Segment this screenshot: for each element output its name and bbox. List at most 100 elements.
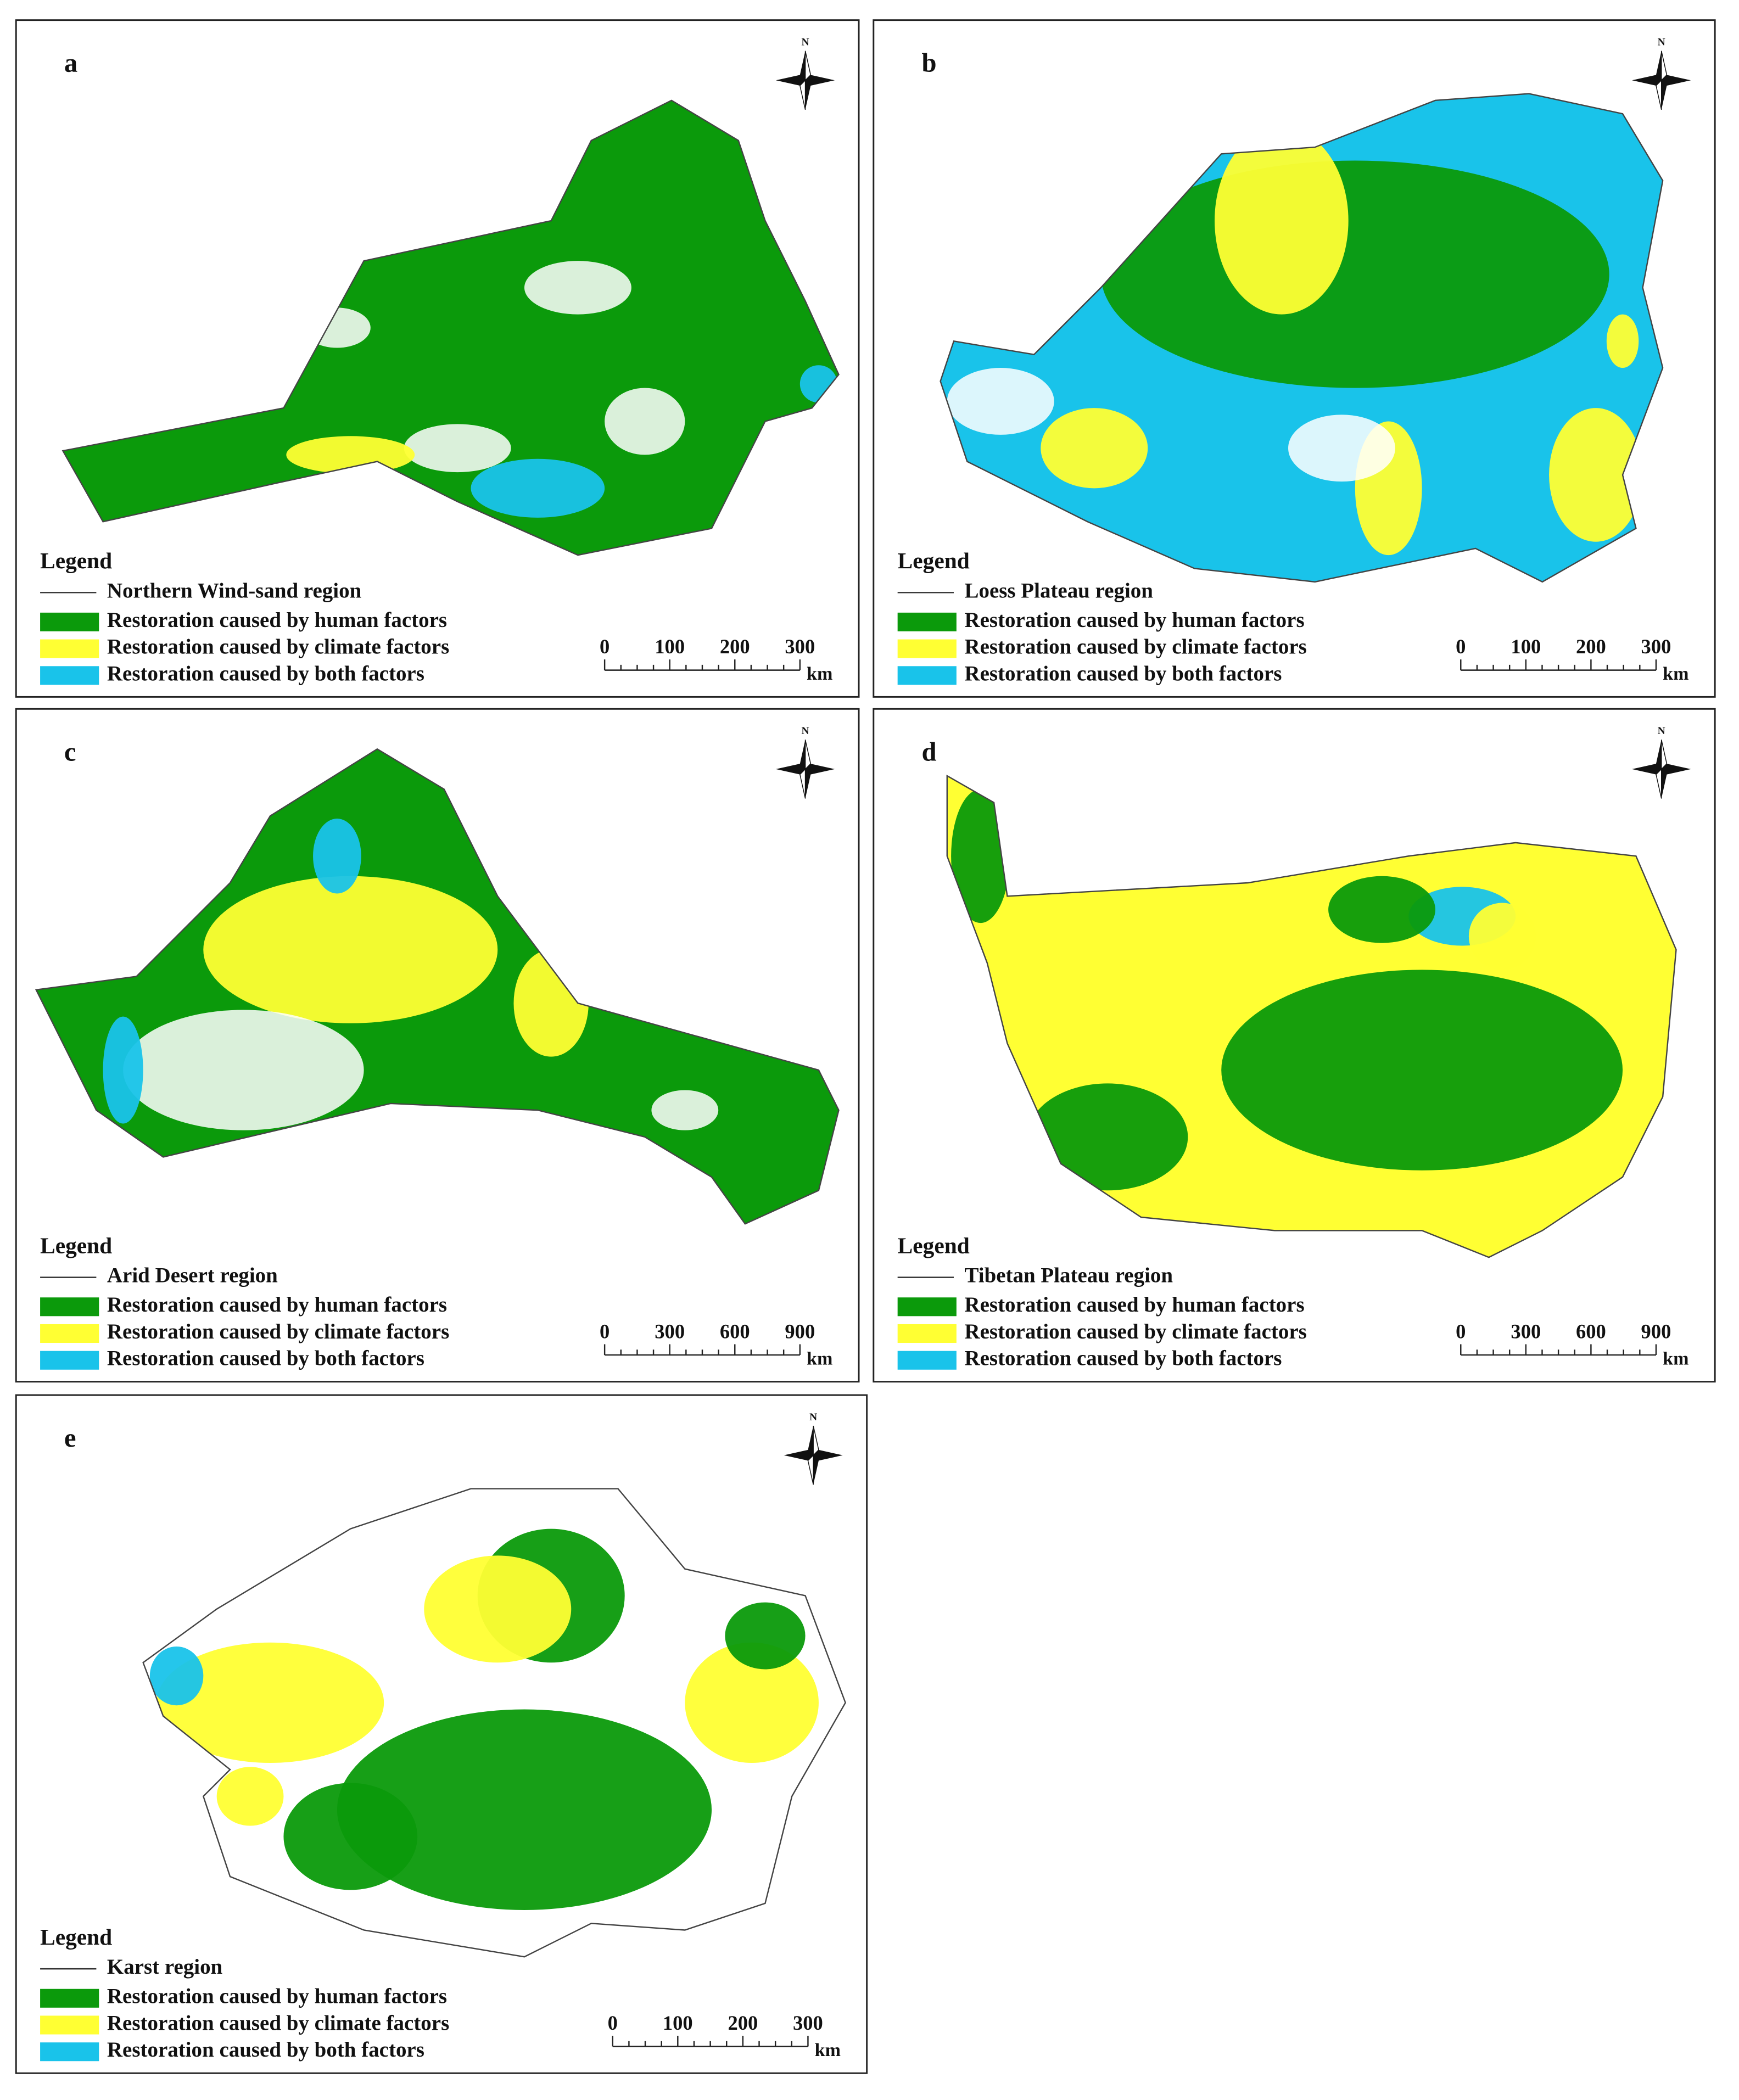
panel-label: b <box>922 48 937 78</box>
legend-swatch <box>40 1351 99 1370</box>
region-patch <box>471 458 605 518</box>
legend-region: Northern Wind-sand region <box>107 579 362 602</box>
legend-swatch <box>40 2042 99 2062</box>
compass-star-light <box>807 1425 819 1485</box>
region-patch <box>1606 314 1639 368</box>
panel-label: c <box>64 737 76 766</box>
legend-title: Legend <box>898 548 970 573</box>
scale-unit: km <box>807 664 832 684</box>
scale-unit: km <box>815 2040 841 2060</box>
map-panel: e N Legend Karst region Restoration caused b… <box>15 1394 868 2074</box>
compass-star-light <box>799 740 812 799</box>
scale-label: 0 <box>1456 635 1466 658</box>
region-patch <box>1468 903 1536 970</box>
legend-item: Restoration caused by human factors <box>107 608 447 632</box>
scale-label: 900 <box>785 1320 815 1342</box>
panel-label: d <box>922 737 937 766</box>
scale-label: 300 <box>655 1320 685 1342</box>
legend-swatch <box>40 666 99 685</box>
region-patch <box>685 1642 819 1763</box>
legend-swatch <box>897 1297 957 1317</box>
legend-item: Restoration caused by climate factors <box>107 635 449 659</box>
region-patch <box>1041 408 1148 489</box>
legend-region: Karst region <box>107 1955 223 1979</box>
compass-star-light <box>1656 51 1668 110</box>
region-patch <box>283 1783 418 1890</box>
legend-swatch <box>897 639 957 658</box>
region-map <box>940 93 1663 582</box>
legend-item: Restoration caused by both factors <box>964 1347 1282 1370</box>
legend-swatch <box>40 1297 99 1317</box>
region-patch <box>951 789 1010 923</box>
region-outline <box>142 1488 846 1958</box>
region-patch <box>524 261 631 315</box>
scale-label: 600 <box>1576 1320 1606 1342</box>
legend-item: Restoration caused by human factors <box>964 1293 1304 1317</box>
legend-item: Restoration caused by both factors <box>964 662 1282 685</box>
scale-label: 200 <box>728 2012 758 2034</box>
map-panel: a N Legend Northern Wind-sand region Restora… <box>15 19 860 698</box>
legend-item: Restoration caused by climate factors <box>964 635 1306 659</box>
scale-label: 200 <box>1576 635 1606 658</box>
north-label: N <box>1658 37 1665 48</box>
legend-region: Arid Desert region <box>107 1264 278 1287</box>
legend-title: Legend <box>40 1924 112 1950</box>
region-patch <box>216 1767 284 1826</box>
north-label: N <box>802 37 809 48</box>
region-patch <box>337 1709 712 1910</box>
region-patch <box>1215 127 1349 315</box>
region-map <box>36 749 839 1224</box>
legend-region: Loess Plateau region <box>964 579 1153 602</box>
region-patch <box>1221 970 1623 1171</box>
legend-item: Restoration caused by climate factors <box>964 1320 1306 1343</box>
region-outline <box>61 99 840 556</box>
region-patch <box>725 1602 806 1670</box>
region-patch <box>1027 1083 1188 1191</box>
legend-item: Restoration caused by human factors <box>107 1985 447 2008</box>
region-outline <box>940 93 1664 583</box>
legend-item: Restoration caused by both factors <box>107 2038 424 2062</box>
legend-item: Restoration caused by human factors <box>107 1293 447 1317</box>
scale-label: 300 <box>1641 635 1671 658</box>
region-map <box>63 100 839 556</box>
legend-item: Restoration caused by human factors <box>964 608 1304 632</box>
map-panel: b N Legend Loess Plateau region Restoration … <box>873 19 1716 698</box>
scale-unit: km <box>1663 1349 1688 1369</box>
scale-label: 300 <box>793 2012 823 2034</box>
region-patch <box>651 1090 719 1130</box>
scale-label: 300 <box>785 635 815 658</box>
region-patch <box>1549 408 1643 542</box>
scale-label: 0 <box>608 2012 618 2034</box>
region-outline <box>946 774 1677 1258</box>
region-patch <box>404 424 511 473</box>
scale-label: 100 <box>663 2012 693 2034</box>
compass-star-light <box>1656 740 1668 799</box>
region-patch <box>1288 415 1395 482</box>
north-label: N <box>809 1412 817 1423</box>
panel-label: e <box>64 1423 76 1453</box>
scale-unit: km <box>807 1349 832 1369</box>
region-patch <box>947 368 1054 435</box>
legend-swatch <box>897 666 957 685</box>
scale-label: 0 <box>1456 1320 1466 1342</box>
map-panel: c N Legend Arid Desert region Restoration ca… <box>15 708 860 1383</box>
legend-swatch <box>40 639 99 658</box>
scale-label: 200 <box>720 635 750 658</box>
scale-label: 600 <box>720 1320 750 1342</box>
legend-swatch <box>40 1324 99 1343</box>
scale-label: 100 <box>655 635 685 658</box>
north-label: N <box>802 725 809 737</box>
legend-swatch <box>897 1324 957 1343</box>
region-patch <box>605 388 685 455</box>
north-label: N <box>1658 725 1665 737</box>
region-patch <box>123 1010 364 1130</box>
legend-item: Restoration caused by both factors <box>107 662 424 685</box>
region-map <box>947 776 1676 1258</box>
region-patch <box>424 1555 572 1663</box>
scale-label: 100 <box>1511 635 1541 658</box>
legend-swatch <box>897 612 957 631</box>
legend-item: Restoration caused by climate factors <box>107 2011 449 2035</box>
scale-label: 900 <box>1641 1320 1671 1342</box>
legend-swatch <box>40 2015 99 2035</box>
